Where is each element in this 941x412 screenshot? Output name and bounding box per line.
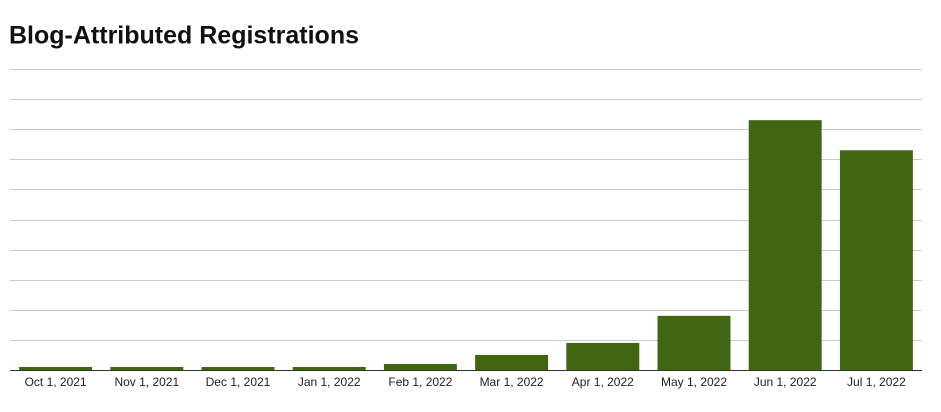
bar <box>839 150 913 370</box>
bar <box>475 354 549 370</box>
x-tick-label: Dec 1, 2021 <box>206 375 271 389</box>
bar <box>383 363 457 370</box>
x-tick-label: Oct 1, 2021 <box>25 375 87 389</box>
x-tick-label: Jul 1, 2022 <box>847 375 906 389</box>
x-tick-label: Jan 1, 2022 <box>298 375 361 389</box>
bar <box>657 315 731 370</box>
x-tick-label: Mar 1, 2022 <box>480 375 544 389</box>
bar <box>110 366 184 370</box>
bar <box>748 120 822 370</box>
x-tick-label: Jun 1, 2022 <box>754 375 817 389</box>
x-tick-label: Nov 1, 2021 <box>114 375 179 389</box>
bar <box>201 366 275 370</box>
chart-title: Blog-Attributed Registrations <box>9 22 359 50</box>
bar <box>292 366 366 370</box>
x-tick-label: May 1, 2022 <box>661 375 727 389</box>
bar <box>19 366 93 370</box>
x-tick-label: Apr 1, 2022 <box>572 375 634 389</box>
bar <box>566 342 640 370</box>
x-tick-label: Feb 1, 2022 <box>388 375 452 389</box>
